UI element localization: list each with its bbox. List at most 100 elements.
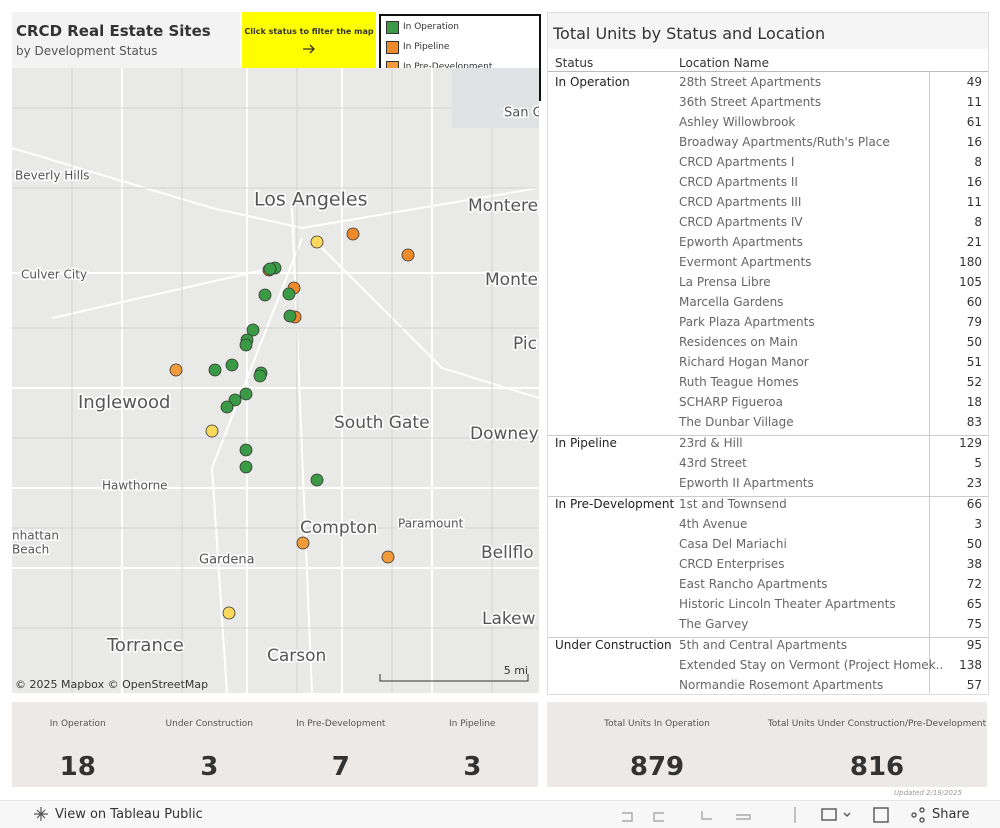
location-cell: Epworth II Apartments <box>679 476 814 490</box>
site-marker <box>239 443 253 457</box>
location-cell: Extended Stay on Vermont (Project Homek.… <box>679 658 944 672</box>
location-cell: CRCD Apartments IV <box>679 215 803 229</box>
map[interactable]: San G Beverly Hills Los Angeles Monterey P C… <box>12 68 539 693</box>
units-cell: 52 <box>966 375 982 389</box>
units-cell: 18 <box>966 395 982 409</box>
units-cell: 105 <box>959 275 982 289</box>
location-cell: Broadway Apartments/Ruth's Place <box>679 135 890 149</box>
location-cell: Epworth Apartments <box>679 235 803 249</box>
location-cell: 1st and Townsend <box>679 497 787 511</box>
site-marker <box>310 235 324 249</box>
units-cell: 38 <box>966 557 982 571</box>
location-cell: 5th and Central Apartments <box>679 638 848 652</box>
units-cell: 79 <box>966 315 982 329</box>
legend-swatch[interactable] <box>386 41 399 54</box>
toolbar-icons <box>622 807 925 823</box>
map-streets <box>12 68 539 693</box>
legend-label[interactable]: In Pipeline <box>403 42 450 52</box>
location-cell: Richard Hogan Manor <box>679 355 809 369</box>
site-marker <box>208 363 222 377</box>
units-cell: 16 <box>966 135 982 149</box>
status-cell: In Pipeline <box>555 436 617 450</box>
place-label: Inglewood <box>78 392 170 413</box>
legend-label[interactable]: In Operation <box>403 22 460 32</box>
site-marker <box>239 460 253 474</box>
site-marker <box>239 338 253 352</box>
site-marker <box>169 363 183 377</box>
legend-swatch[interactable] <box>386 21 399 34</box>
share-button[interactable]: Share <box>932 807 970 822</box>
kpi-panel: Total Units In Operation 879 Total Units U… <box>547 702 987 787</box>
location-cell: The Garvey <box>679 617 749 631</box>
units-cell: 72 <box>966 577 982 591</box>
site-marker <box>381 550 395 564</box>
location-cell: CRCD Apartments II <box>679 175 798 189</box>
map-background <box>12 68 539 693</box>
units-cell: 65 <box>966 597 982 611</box>
units-cell: 95 <box>966 638 982 652</box>
group-separator <box>548 637 988 638</box>
units-cell: 50 <box>966 537 982 551</box>
location-cell: Normandie Rosemont Apartments <box>679 678 884 692</box>
place-label: Compton <box>300 518 377 538</box>
place-label: Los Angeles <box>254 189 367 211</box>
kpi-value: 3 <box>463 752 482 782</box>
site-marker <box>205 424 219 438</box>
column-header[interactable]: Status <box>555 56 594 70</box>
kpi-value: 816 <box>849 752 905 782</box>
location-cell: CRCD Enterprises <box>679 557 785 571</box>
units-cell: 8 <box>974 155 982 169</box>
title: CRCD Real Estate Sites <box>16 22 211 40</box>
kpi-label: In Pre-Development <box>296 719 386 729</box>
place-label: South Gate <box>334 413 430 433</box>
filter-hint: Click status to filter the map <box>242 12 376 68</box>
site-marker <box>263 262 277 276</box>
units-cell: 50 <box>966 335 982 349</box>
kpi-value: 18 <box>59 752 96 782</box>
filter-hint-text: Click status to filter the map <box>244 27 374 36</box>
status-cell: In Operation <box>555 75 630 89</box>
view-link[interactable]: View on Tableau Public <box>55 807 203 822</box>
subtitle: by Development Status <box>16 44 158 58</box>
site-marker <box>346 227 360 241</box>
units-cell: 75 <box>966 617 982 631</box>
table-title: Total Units by Status and Location <box>553 24 826 43</box>
place-label: Hawthorne <box>102 479 168 493</box>
units-cell: 83 <box>966 415 982 429</box>
kpi-label: In Pipeline <box>449 719 496 729</box>
column-header[interactable]: Location Name <box>679 56 769 70</box>
units-cell: 57 <box>966 678 982 692</box>
location-cell: 4th Avenue <box>679 517 748 531</box>
legend-label[interactable]: In Pre-Development <box>403 62 493 72</box>
units-table: Total Units by Status and Location Statu… <box>547 12 989 695</box>
kpi-label: Under Construction <box>165 719 253 729</box>
place-label: Bellflo <box>481 543 534 563</box>
units-cell: 23 <box>966 476 982 490</box>
place-label: Gardena <box>199 553 255 568</box>
site-marker <box>225 358 239 372</box>
location-cell: Evermont Apartments <box>679 255 812 269</box>
units-cell: 61 <box>966 115 982 129</box>
updated: Updated 2/19/2025 <box>894 789 962 797</box>
status-cell: Under Construction <box>555 638 672 652</box>
place-label: Lakew <box>482 609 536 629</box>
kpi-label: In Operation <box>49 719 106 729</box>
units-cell: 8 <box>974 215 982 229</box>
site-marker <box>401 248 415 262</box>
units-cell: 16 <box>966 175 982 189</box>
place-label: Monte <box>485 270 538 290</box>
map-hills <box>452 68 539 128</box>
group-separator <box>548 496 988 497</box>
location-cell: CRCD Apartments I <box>679 155 795 169</box>
place-label: Beverly Hills <box>15 169 90 183</box>
location-cell: 36th Street Apartments <box>679 95 822 109</box>
units-cell: 49 <box>966 75 982 89</box>
location-cell: Ruth Teague Homes <box>679 375 799 389</box>
kpi-value: 7 <box>331 752 350 782</box>
site-marker <box>246 323 260 337</box>
site-marker <box>283 309 297 323</box>
location-cell: The Dunbar Village <box>679 415 794 429</box>
location-cell: Marcella Gardens <box>679 295 784 309</box>
location-cell: Park Plaza Apartments <box>679 315 815 329</box>
